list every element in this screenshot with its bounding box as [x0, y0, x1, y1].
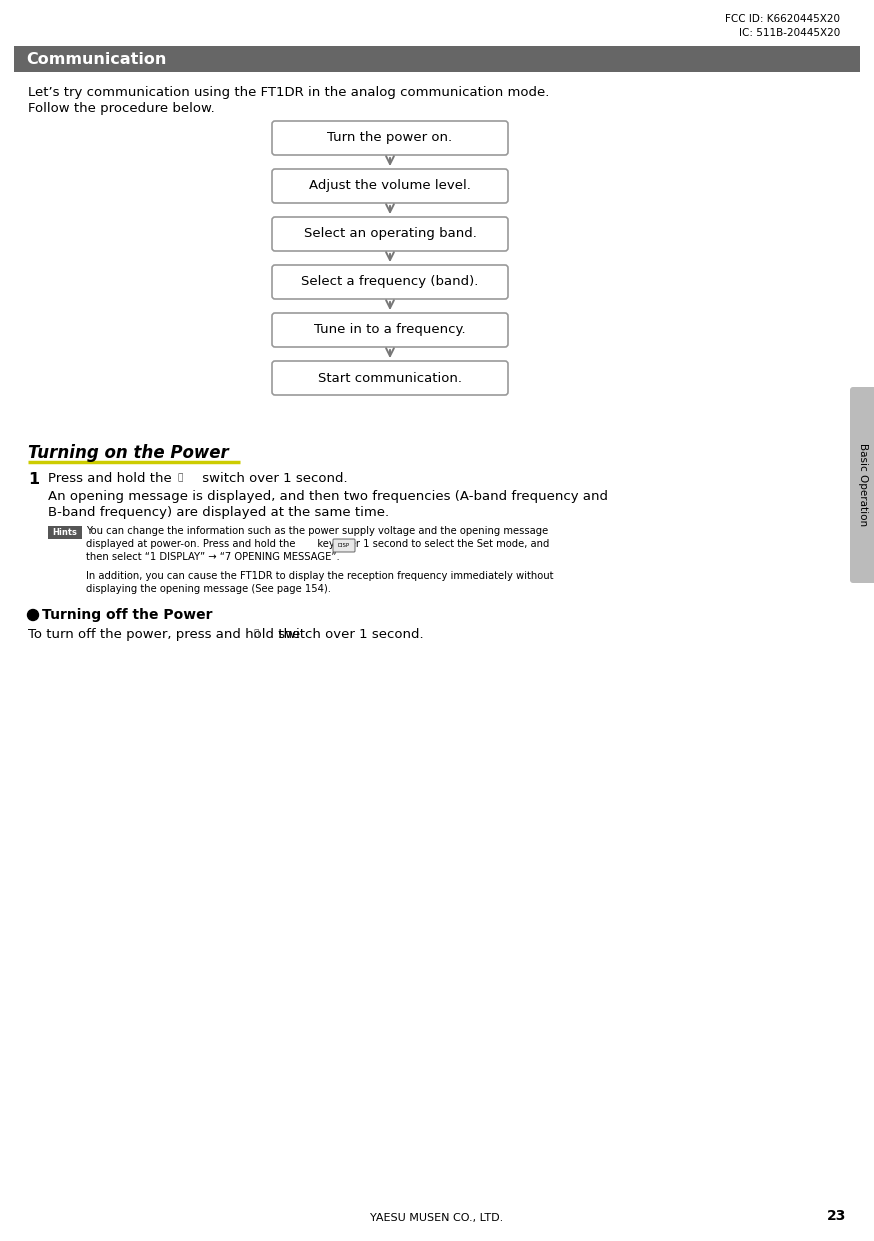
- Text: switch over 1 second.: switch over 1 second.: [198, 472, 348, 485]
- Text: Select a frequency (band).: Select a frequency (band).: [302, 276, 479, 288]
- Text: then select “1 DISPLAY” → “7 OPENING MESSAGE”.: then select “1 DISPLAY” → “7 OPENING MES…: [86, 552, 340, 562]
- Text: DISP: DISP: [338, 544, 350, 549]
- Text: ⏻: ⏻: [253, 629, 259, 639]
- Text: YAESU MUSEN CO., LTD.: YAESU MUSEN CO., LTD.: [371, 1212, 503, 1222]
- Text: Tune in to a frequency.: Tune in to a frequency.: [314, 324, 466, 336]
- Text: Turning off the Power: Turning off the Power: [42, 608, 212, 622]
- Circle shape: [27, 609, 38, 620]
- Text: ⏻: ⏻: [177, 474, 183, 483]
- FancyBboxPatch shape: [850, 387, 874, 583]
- Text: Start communication.: Start communication.: [318, 371, 462, 385]
- Text: IC: 511B-20445X20: IC: 511B-20445X20: [739, 29, 840, 38]
- Text: 23: 23: [827, 1209, 846, 1222]
- Text: Communication: Communication: [26, 52, 166, 67]
- Text: 1: 1: [28, 472, 39, 486]
- Text: B-band frequency) are displayed at the same time.: B-band frequency) are displayed at the s…: [48, 506, 389, 519]
- FancyBboxPatch shape: [272, 313, 508, 347]
- Text: Turning on the Power: Turning on the Power: [28, 444, 229, 462]
- Text: Turn the power on.: Turn the power on.: [328, 132, 453, 144]
- FancyBboxPatch shape: [272, 266, 508, 299]
- Text: An opening message is displayed, and then two frequencies (A-band frequency and: An opening message is displayed, and the…: [48, 490, 608, 503]
- FancyBboxPatch shape: [333, 539, 355, 552]
- Text: Hints: Hints: [52, 527, 78, 537]
- Text: Basic Operation: Basic Operation: [858, 443, 869, 526]
- Text: Let’s try communication using the FT1DR in the analog communication mode.: Let’s try communication using the FT1DR …: [28, 86, 550, 99]
- Text: In addition, you can cause the FT1DR to display the reception frequency immediat: In addition, you can cause the FT1DR to …: [86, 571, 553, 581]
- Text: Follow the procedure below.: Follow the procedure below.: [28, 102, 215, 115]
- Text: displaying the opening message (See page 154).: displaying the opening message (See page…: [86, 585, 331, 594]
- Text: switch over 1 second.: switch over 1 second.: [274, 628, 424, 642]
- FancyBboxPatch shape: [272, 217, 508, 251]
- Text: You can change the information such as the power supply voltage and the opening : You can change the information such as t…: [86, 526, 548, 536]
- FancyBboxPatch shape: [272, 361, 508, 395]
- Text: Press and hold the: Press and hold the: [48, 472, 172, 485]
- Bar: [48, 526, 82, 539]
- Text: Select an operating band.: Select an operating band.: [303, 227, 476, 241]
- Text: FCC ID: K6620445X20: FCC ID: K6620445X20: [725, 14, 840, 24]
- FancyBboxPatch shape: [272, 122, 508, 155]
- Text: displayed at power-on. Press and hold the       key over 1 second to select the : displayed at power-on. Press and hold th…: [86, 539, 550, 549]
- Text: To turn off the power, press and hold the: To turn off the power, press and hold th…: [28, 628, 304, 642]
- Bar: [14, 46, 860, 72]
- Text: Adjust the volume level.: Adjust the volume level.: [309, 180, 471, 192]
- FancyBboxPatch shape: [272, 169, 508, 204]
